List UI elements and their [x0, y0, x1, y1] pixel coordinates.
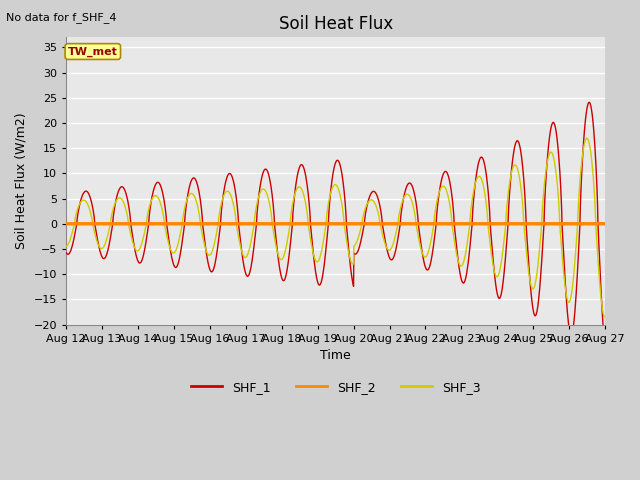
Y-axis label: Soil Heat Flux (W/m2): Soil Heat Flux (W/m2) [15, 113, 28, 249]
X-axis label: Time: Time [320, 349, 351, 362]
Text: No data for f_SHF_4: No data for f_SHF_4 [6, 12, 117, 23]
Text: TW_met: TW_met [68, 47, 118, 57]
Legend: SHF_1, SHF_2, SHF_3: SHF_1, SHF_2, SHF_3 [186, 376, 486, 399]
Title: Soil Heat Flux: Soil Heat Flux [278, 15, 393, 33]
